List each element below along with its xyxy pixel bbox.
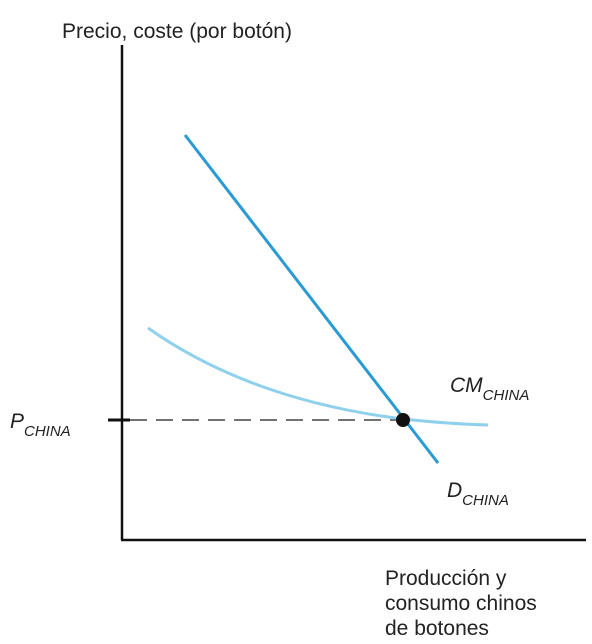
demand-label-main: D [447,479,462,502]
price-label-main: P [10,410,24,433]
demand-curve [183,134,440,464]
cost-label: CMCHINA [450,374,529,404]
x-axis-label-line: Producción y [385,567,507,590]
y-axis-label: Precio, coste (por botón) [62,20,292,43]
price-label: PCHINA [10,410,71,440]
cost-label-main: CM [450,374,483,397]
equilibrium-point [396,413,410,427]
price-label-sub: CHINA [24,423,71,440]
demand-label: DCHINA [447,479,509,509]
demand-label-sub: CHINA [462,492,509,509]
average-cost-curve [147,326,489,427]
x-axis-label-line: de botones [385,617,489,640]
cost-label-sub: CHINA [483,387,530,404]
x-axis-label-line: consumo chinos [385,592,537,615]
